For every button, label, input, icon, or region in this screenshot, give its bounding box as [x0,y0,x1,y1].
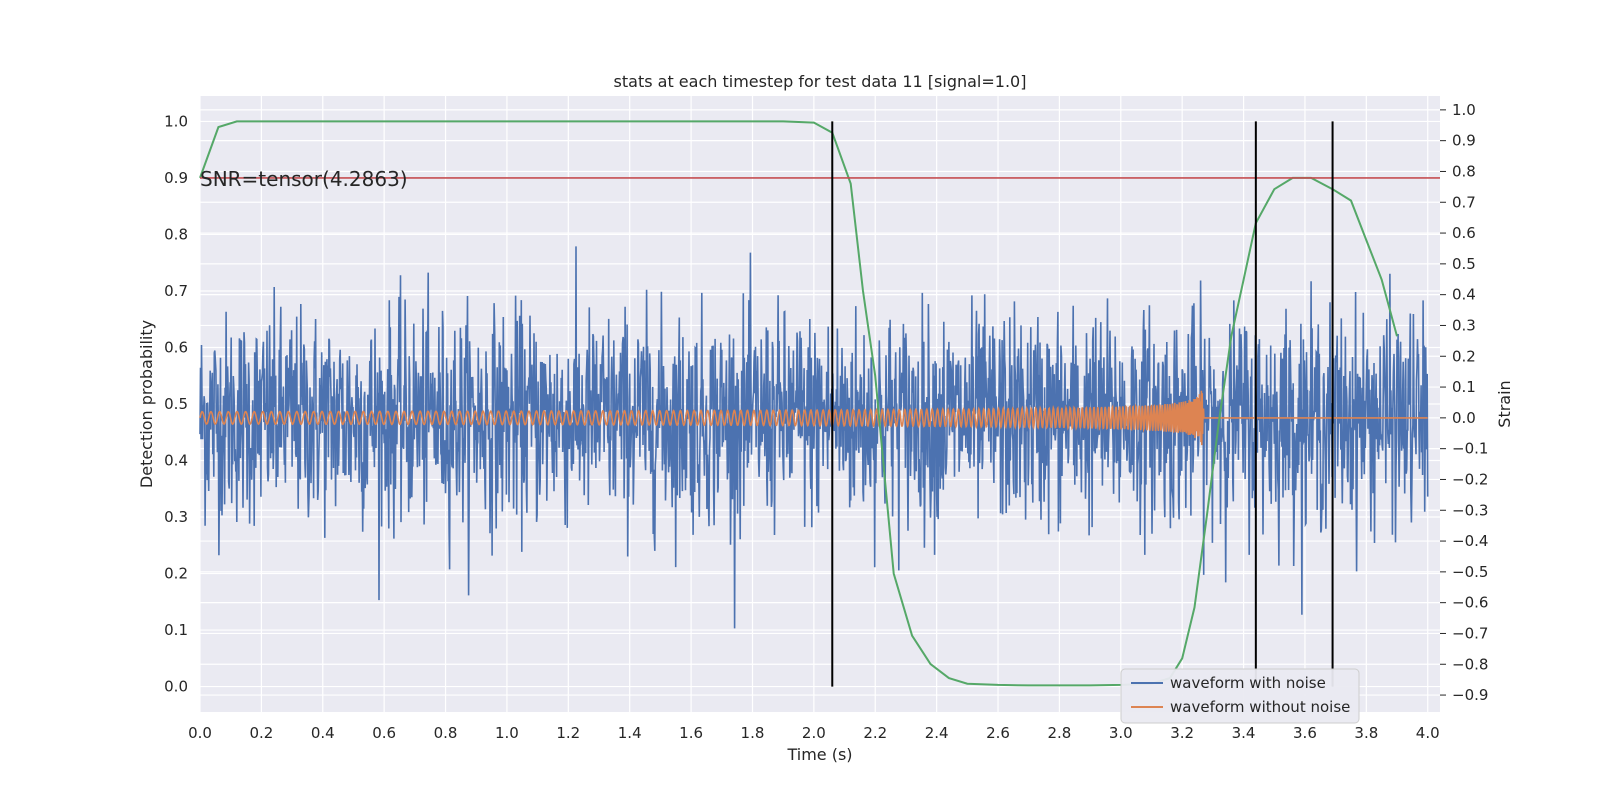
y-axis-left-title: Detection probability [137,320,156,488]
y-right-tick-label: 0.6 [1452,224,1476,242]
x-tick-label: 1.6 [679,724,703,742]
y-right-tick-label: −0.2 [1452,470,1488,488]
x-tick-label: 0.8 [434,724,458,742]
y-right-tick-label: 0.9 [1452,132,1476,150]
y-right-tick-label: −0.4 [1452,532,1488,550]
y-right-tick-label: −0.3 [1452,501,1488,519]
chart-title: stats at each timestep for test data 11 … [614,72,1027,91]
detection-probability-line [199,120,1398,687]
y-right-tick-label: −0.7 [1452,624,1488,642]
y-right-tick-label: 0.0 [1452,409,1476,427]
y-left-tick-label: 0.7 [164,282,188,300]
x-tick-label: 1.8 [741,724,765,742]
x-tick-label: 0.4 [311,724,335,742]
x-tick-label: 3.0 [1109,724,1133,742]
legend-box [1120,668,1360,724]
clean-waveform-line [199,390,1428,446]
y-right-tick-label: 0.3 [1452,316,1476,334]
x-tick-label: 4.0 [1416,724,1440,742]
x-axis-title: Time (s) [786,745,852,764]
x-tick-label: 1.4 [618,724,642,742]
y-left-tick-label: 0.6 [164,338,188,356]
y-left-tick-label: 0.0 [164,678,188,696]
y-right-tick-label: −0.9 [1452,686,1488,704]
y-left-tick-label: 1.0 [164,112,188,130]
y-left-tick-label: 0.2 [164,565,188,583]
y-right-tick-label: 0.8 [1452,162,1476,180]
ticks-layer: 0.0 0.2 0.4 0.6 0.8 1.0 1.2 1.4 1.6 1.8 2.0 2.2 2.4 2… [164,101,1488,742]
y-left-tick-label: 0.3 [164,508,188,526]
y-right-tick-label: −0.6 [1452,594,1488,612]
y-right-tick-label: 0.5 [1452,255,1476,273]
legend: waveform with noise waveform without noi… [1120,668,1360,724]
legend-label-noise: waveform with noise [1170,674,1326,692]
y-right-tick-label: −0.5 [1452,563,1488,581]
legend-label-clean: waveform without noise [1170,698,1350,716]
y-right-tick-label: 0.7 [1452,193,1476,211]
snr-annotation: SNR=tensor(4.2863) [200,167,408,191]
y-right-tick-label: 1.0 [1452,101,1476,119]
x-tick-label: 0.0 [188,724,212,742]
x-tick-label: 0.2 [249,724,273,742]
x-tick-label: 2.2 [863,724,887,742]
x-tick-label: 3.8 [1354,724,1378,742]
x-tick-label: 1.0 [495,724,519,742]
x-tick-label: 0.6 [372,724,396,742]
overlay-layer [200,121,1440,687]
x-tick-label: 2.4 [925,724,949,742]
series-layer [199,120,1429,687]
y-right-tick-label: −0.8 [1452,655,1488,673]
y-right-tick-label: 0.1 [1452,378,1476,396]
y-right-tick-label: 0.2 [1452,347,1476,365]
x-tick-label: 3.4 [1232,724,1256,742]
x-tick-label: 3.2 [1170,724,1194,742]
x-tick-label: 2.6 [986,724,1010,742]
y-left-tick-label: 0.5 [164,395,188,413]
y-axis-right-title: Strain [1495,380,1514,427]
y-left-tick-label: 0.9 [164,169,188,187]
y-left-tick-label: 0.4 [164,452,188,470]
x-tick-label: 1.2 [556,724,580,742]
y-left-tick-label: 0.8 [164,225,188,243]
y-right-tick-label: −0.1 [1452,440,1488,458]
noisy-waveform-line [199,246,1429,629]
x-tick-label: 3.6 [1293,724,1317,742]
x-tick-label: 2.8 [1047,724,1071,742]
y-left-tick-label: 0.1 [164,621,188,639]
x-tick-label: 2.0 [802,724,826,742]
y-right-tick-label: 0.4 [1452,286,1476,304]
